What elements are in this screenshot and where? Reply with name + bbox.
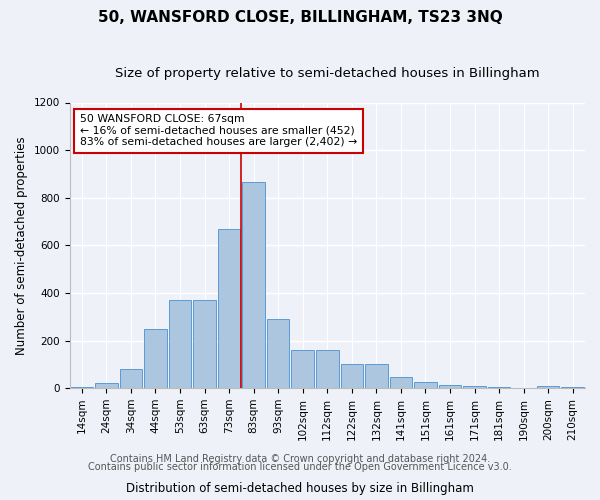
Bar xyxy=(218,229,241,388)
Text: Contains HM Land Registry data © Crown copyright and database right 2024.: Contains HM Land Registry data © Crown c… xyxy=(110,454,490,464)
Bar xyxy=(537,386,559,388)
Text: Contains public sector information licensed under the Open Government Licence v3: Contains public sector information licen… xyxy=(88,462,512,472)
Bar xyxy=(193,300,216,388)
Text: Distribution of semi-detached houses by size in Billingham: Distribution of semi-detached houses by … xyxy=(126,482,474,495)
Bar xyxy=(439,384,461,388)
Bar xyxy=(365,364,388,388)
Bar xyxy=(144,329,167,388)
Title: Size of property relative to semi-detached houses in Billingham: Size of property relative to semi-detach… xyxy=(115,68,539,80)
Y-axis label: Number of semi-detached properties: Number of semi-detached properties xyxy=(15,136,28,354)
Bar xyxy=(119,369,142,388)
Bar xyxy=(71,387,93,388)
Text: 50 WANSFORD CLOSE: 67sqm
← 16% of semi-detached houses are smaller (452)
83% of : 50 WANSFORD CLOSE: 67sqm ← 16% of semi-d… xyxy=(80,114,357,147)
Bar xyxy=(341,364,363,388)
Bar xyxy=(414,382,437,388)
Bar xyxy=(488,387,511,388)
Bar xyxy=(463,386,486,388)
Bar xyxy=(267,319,289,388)
Bar xyxy=(316,350,338,388)
Bar xyxy=(95,384,118,388)
Bar xyxy=(242,182,265,388)
Bar xyxy=(389,377,412,388)
Bar xyxy=(169,300,191,388)
Bar xyxy=(292,350,314,388)
Text: 50, WANSFORD CLOSE, BILLINGHAM, TS23 3NQ: 50, WANSFORD CLOSE, BILLINGHAM, TS23 3NQ xyxy=(98,10,502,25)
